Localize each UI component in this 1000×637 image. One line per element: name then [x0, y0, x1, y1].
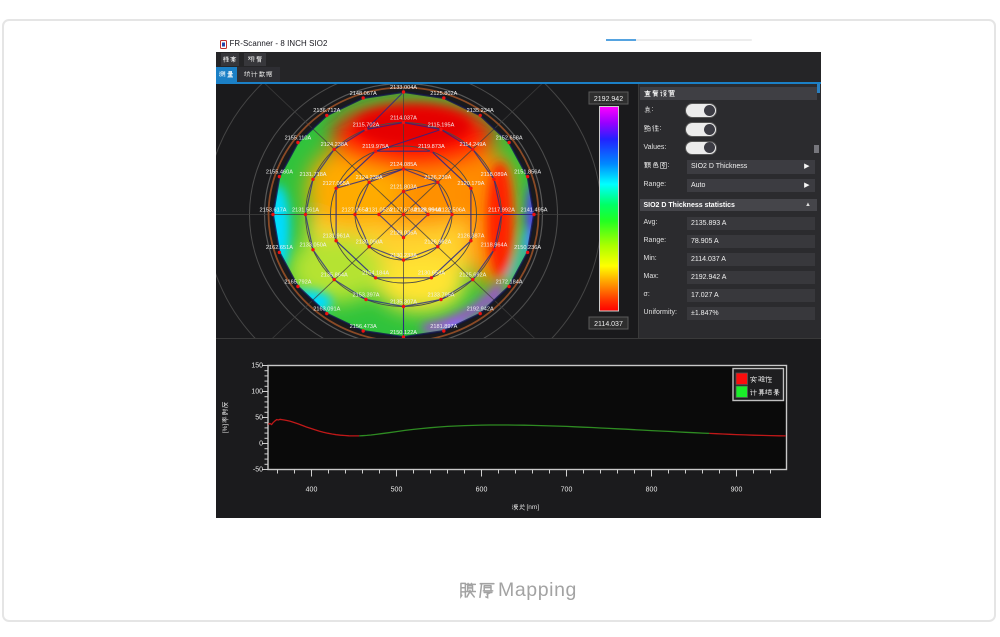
svg-text:2155.460A: 2155.460A [265, 169, 292, 175]
svg-text:2150.122A: 2150.122A [389, 329, 416, 335]
svg-text:2130.653A: 2130.653A [417, 270, 444, 276]
svg-text:2172.184A: 2172.184A [495, 279, 522, 285]
svg-text:2133.795A: 2133.795A [427, 292, 454, 298]
svg-text:2118.964A: 2118.964A [480, 242, 507, 248]
svg-text:2152.658A: 2152.658A [495, 135, 522, 141]
svg-text:2148.067A: 2148.067A [349, 90, 376, 96]
svg-text:2115.195A: 2115.195A [427, 122, 454, 128]
svg-text:800: 800 [645, 487, 657, 494]
svg-text:2129.035A: 2129.035A [389, 230, 416, 236]
svg-text:2153.617A: 2153.617A [259, 207, 286, 213]
svg-text:2114.249A: 2114.249A [459, 142, 486, 148]
svg-text:2133.004A: 2133.004A [389, 84, 416, 90]
svg-text:2124.238A: 2124.238A [320, 142, 347, 148]
svg-text:2141.495A: 2141.495A [520, 207, 547, 213]
svg-text:2131.052A: 2131.052A [365, 207, 392, 213]
svg-text:2162.651A: 2162.651A [265, 245, 292, 251]
svg-text:2122.506A: 2122.506A [438, 207, 465, 213]
svg-text:2151.856A: 2151.856A [514, 169, 541, 175]
svg-text:2130.090A: 2130.090A [355, 239, 382, 245]
svg-text:2125.692A: 2125.692A [459, 272, 486, 278]
svg-text:600: 600 [475, 487, 487, 494]
svg-text:2131.561A: 2131.561A [291, 207, 318, 213]
svg-text:2150.236A: 2150.236A [514, 245, 541, 251]
svg-text:2119.975A: 2119.975A [362, 144, 389, 150]
svg-text:500: 500 [390, 487, 402, 494]
svg-text:2127.065A: 2127.065A [341, 207, 368, 213]
svg-text:2128.994A: 2128.994A [413, 207, 440, 213]
svg-text:-50: -50 [252, 467, 262, 474]
svg-text:2133.050A: 2133.050A [299, 242, 326, 248]
svg-text:2117.992A: 2117.992A [488, 207, 515, 213]
svg-text:900: 900 [730, 487, 742, 494]
svg-text:2130.233A: 2130.233A [389, 252, 416, 258]
svg-text:700: 700 [560, 487, 572, 494]
svg-text:2135.864A: 2135.864A [320, 272, 347, 278]
svg-text:2126.387A: 2126.387A [457, 233, 484, 239]
svg-text:2124.238A: 2124.238A [355, 175, 382, 181]
svg-text:2126.982A: 2126.982A [424, 239, 451, 245]
svg-text:2135.307A: 2135.307A [389, 299, 416, 305]
svg-text:2165.792A: 2165.792A [284, 279, 311, 285]
svg-text:2131.961A: 2131.961A [322, 233, 349, 239]
svg-text:2181.897A: 2181.897A [430, 323, 457, 329]
svg-text:100: 100 [251, 389, 263, 396]
svg-text:2154.184A: 2154.184A [362, 270, 389, 276]
svg-text:2127.065A: 2127.065A [322, 181, 349, 187]
svg-text:2128.994A: 2128.994A [414, 207, 441, 213]
svg-text:2115.702A: 2115.702A [352, 122, 379, 128]
svg-text:2121.803A: 2121.803A [389, 184, 416, 190]
svg-text:400: 400 [305, 487, 317, 494]
svg-text:2125.802A: 2125.802A [430, 90, 457, 96]
svg-text:2118.089A: 2118.089A [480, 172, 507, 178]
svg-text:2156.473A: 2156.473A [349, 323, 376, 329]
svg-text:2126.239A: 2126.239A [424, 175, 451, 181]
svg-text:50: 50 [255, 415, 263, 422]
svg-text:2119.873A: 2119.873A [418, 144, 445, 150]
svg-text:0: 0 [259, 441, 263, 448]
svg-text:2155.110A: 2155.110A [284, 135, 311, 141]
svg-text:2153.397A: 2153.397A [352, 292, 379, 298]
svg-text:2124.085A: 2124.085A [389, 161, 416, 167]
svg-text:2114.037: 2114.037 [594, 320, 623, 327]
svg-text:150: 150 [251, 363, 263, 370]
svg-text:2120.179A: 2120.179A [457, 181, 484, 187]
svg-text:2192.942: 2192.942 [593, 95, 622, 102]
svg-text:2114.037A: 2114.037A [390, 115, 417, 121]
svg-text:2163.091A: 2163.091A [313, 306, 340, 312]
svg-text:2131.718A: 2131.718A [299, 172, 326, 178]
svg-text:2136.712A: 2136.712A [313, 108, 340, 114]
svg-text:2127.678A: 2127.678A [389, 207, 416, 213]
svg-text:2192.942A: 2192.942A [466, 306, 493, 312]
svg-text:2135.234A: 2135.234A [466, 108, 493, 114]
